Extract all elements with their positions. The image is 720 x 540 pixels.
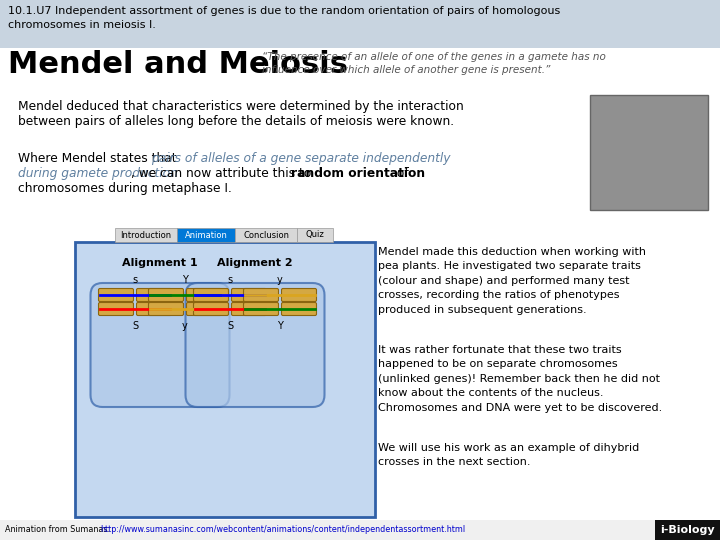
Text: during gamete production: during gamete production bbox=[18, 167, 178, 180]
FancyBboxPatch shape bbox=[297, 228, 333, 242]
FancyBboxPatch shape bbox=[243, 302, 279, 315]
Text: Animation: Animation bbox=[184, 231, 228, 240]
FancyBboxPatch shape bbox=[177, 228, 235, 242]
Text: http://www.sumanasinc.com/webcontent/animations/content/independentassortment.ht: http://www.sumanasinc.com/webcontent/ani… bbox=[100, 525, 465, 535]
Text: y: y bbox=[277, 275, 283, 285]
Text: chromosomes during metaphase I.: chromosomes during metaphase I. bbox=[18, 182, 232, 195]
FancyBboxPatch shape bbox=[232, 288, 266, 301]
Text: influence over which allele of another gene is present.”: influence over which allele of another g… bbox=[262, 65, 550, 75]
Text: Mendel deduced that characteristics were determined by the interaction: Mendel deduced that characteristics were… bbox=[18, 100, 464, 113]
Text: y: y bbox=[182, 321, 188, 331]
FancyBboxPatch shape bbox=[148, 288, 184, 301]
Text: chromosomes in meiosis I.: chromosomes in meiosis I. bbox=[8, 20, 156, 30]
Text: random orientation: random orientation bbox=[291, 167, 425, 180]
Text: between pairs of alleles long before the details of meiosis were known.: between pairs of alleles long before the… bbox=[18, 115, 454, 128]
FancyBboxPatch shape bbox=[115, 228, 177, 242]
Text: S: S bbox=[227, 321, 233, 331]
Text: pairs of alleles of a gene separate independently: pairs of alleles of a gene separate inde… bbox=[151, 152, 451, 165]
FancyBboxPatch shape bbox=[186, 288, 222, 301]
Text: , we can now attribute this to: , we can now attribute this to bbox=[131, 167, 315, 180]
Text: i-Biology: i-Biology bbox=[660, 525, 714, 535]
FancyBboxPatch shape bbox=[137, 288, 171, 301]
FancyBboxPatch shape bbox=[0, 520, 720, 540]
Text: “The presence of an allele of one of the genes in a gamete has no: “The presence of an allele of one of the… bbox=[262, 52, 606, 62]
Text: Conclusion: Conclusion bbox=[243, 231, 289, 240]
FancyBboxPatch shape bbox=[0, 0, 720, 48]
Text: of: of bbox=[393, 167, 409, 180]
FancyBboxPatch shape bbox=[137, 302, 171, 315]
FancyBboxPatch shape bbox=[282, 302, 317, 315]
Text: It was rather fortunate that these two traits
happened to be on separate chromos: It was rather fortunate that these two t… bbox=[378, 345, 662, 413]
Text: Where Mendel states that: Where Mendel states that bbox=[18, 152, 181, 165]
Text: We will use his work as an example of dihybrid
crosses in the next section.: We will use his work as an example of di… bbox=[378, 443, 639, 468]
Text: Mendel made this deduction when working with
pea plants. He investigated two sep: Mendel made this deduction when working … bbox=[378, 247, 646, 315]
FancyBboxPatch shape bbox=[99, 302, 133, 315]
FancyBboxPatch shape bbox=[91, 283, 230, 407]
Text: Animation from Sumanas:: Animation from Sumanas: bbox=[5, 525, 112, 535]
Text: Introduction: Introduction bbox=[120, 231, 171, 240]
Text: Alignment 2: Alignment 2 bbox=[217, 258, 293, 268]
FancyBboxPatch shape bbox=[194, 302, 228, 315]
FancyBboxPatch shape bbox=[186, 302, 222, 315]
FancyBboxPatch shape bbox=[148, 302, 184, 315]
FancyBboxPatch shape bbox=[99, 288, 133, 301]
Text: S: S bbox=[132, 321, 138, 331]
FancyBboxPatch shape bbox=[590, 95, 708, 210]
FancyBboxPatch shape bbox=[186, 283, 325, 407]
FancyBboxPatch shape bbox=[655, 520, 720, 540]
FancyBboxPatch shape bbox=[235, 228, 297, 242]
FancyBboxPatch shape bbox=[194, 288, 228, 301]
Text: s: s bbox=[132, 275, 138, 285]
FancyBboxPatch shape bbox=[243, 288, 279, 301]
Text: s: s bbox=[228, 275, 233, 285]
Text: Quiz: Quiz bbox=[305, 231, 325, 240]
Text: 10.1.U7 Independent assortment of genes is due to the random orientation of pair: 10.1.U7 Independent assortment of genes … bbox=[8, 6, 560, 16]
FancyBboxPatch shape bbox=[75, 242, 375, 517]
Text: Y: Y bbox=[277, 321, 283, 331]
FancyBboxPatch shape bbox=[232, 302, 266, 315]
Text: Alignment 1: Alignment 1 bbox=[122, 258, 198, 268]
Text: Mendel and Meiosis: Mendel and Meiosis bbox=[8, 50, 348, 79]
Text: Y: Y bbox=[182, 275, 188, 285]
FancyBboxPatch shape bbox=[282, 288, 317, 301]
